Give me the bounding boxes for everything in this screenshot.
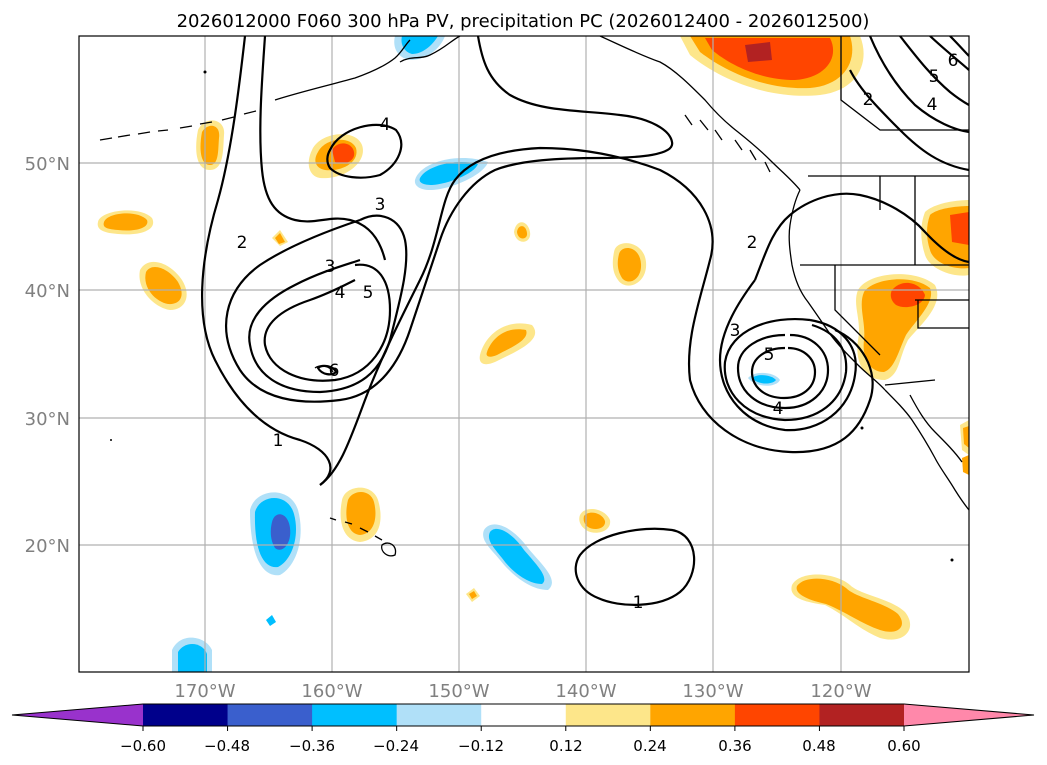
contour-label-17: 6: [948, 51, 959, 71]
contour-label-12: 4: [773, 399, 784, 419]
chart-title: 2026012000 F060 300 hPa PV, precipitatio…: [177, 11, 870, 32]
map-frame: [78, 35, 970, 673]
cbar-label-3: −0.36: [289, 737, 335, 755]
contour-label-15: 4: [927, 95, 938, 115]
lat-label-30n: 30°N: [25, 409, 70, 430]
cbar-label-1: −0.60: [120, 737, 166, 755]
lon-labels: 170°W 160°W 150°W 140°W 130°W 120°W: [174, 681, 871, 702]
lat-label-20n: 20°N: [25, 536, 70, 557]
contour-1-closed: [574, 527, 696, 606]
contour-4-left: [248, 214, 408, 394]
contour-label-9: 2: [747, 233, 758, 253]
lon-label-150w: 150°W: [428, 681, 489, 702]
contour-label-3: 2: [237, 233, 248, 253]
contour-5-ne: [929, 36, 969, 71]
colorbar-segment-9: [819, 704, 905, 726]
contour-6-east: [750, 346, 817, 400]
colorbar: [11, 703, 1035, 731]
contour-5-left: [263, 263, 392, 382]
graticule: [79, 36, 969, 672]
colorbar-labels: −0.60 −0.48 −0.36 −0.24 −0.12 0.12 0.24 …: [120, 737, 921, 755]
colorbar-segment-3: [312, 704, 398, 726]
lat-label-40n: 40°N: [25, 281, 70, 302]
contour-label-5: 4: [335, 283, 346, 303]
lon-label-130w: 130°W: [682, 681, 743, 702]
cbar-label-9: 0.48: [802, 737, 835, 755]
lat-labels: 50°N 40°N 30°N 20°N: [25, 154, 70, 557]
contour-3-east: [718, 279, 857, 432]
contour-label-16: 5: [929, 67, 940, 87]
contour-label-10: 3: [730, 321, 741, 341]
cbar-label-5: −0.12: [458, 737, 504, 755]
contour-label-4: 3: [325, 257, 336, 277]
map-area: 4 3 2 3 4 5 6 1 2 3 5 4 1 2 4 5 6: [79, 36, 969, 672]
contour-4-east: [723, 318, 848, 422]
colorbar-segment-10: [904, 704, 1034, 726]
lon-label-140w: 140°W: [555, 681, 616, 702]
contour-label-1: 4: [380, 115, 391, 135]
colorbar-segment-8: [734, 704, 820, 726]
colorbar-segment-7: [650, 704, 736, 726]
cbar-label-2: −0.48: [204, 737, 250, 755]
contour-3-left: [225, 36, 674, 403]
contour-label-13: 1: [633, 593, 644, 613]
colorbar-segment-6: [565, 704, 651, 726]
lat-label-50n: 50°N: [25, 154, 70, 175]
contour-label-6: 5: [363, 283, 374, 303]
contour-6-left: [316, 364, 338, 376]
contour-label-7: 6: [329, 361, 340, 381]
coastlines: [99, 36, 969, 562]
contour-4-ne: [899, 36, 969, 106]
lon-label-170w: 170°W: [174, 681, 235, 702]
cbar-label-6: 0.12: [549, 737, 582, 755]
colorbar-segment-4: [396, 704, 482, 726]
lon-label-160w: 160°W: [301, 681, 362, 702]
cbar-label-10: 0.60: [887, 737, 920, 755]
colorbar-segment-0: [12, 704, 143, 726]
contour-4-north: [326, 123, 403, 179]
lon-label-120w: 120°W: [810, 681, 871, 702]
pv-contours: [201, 36, 969, 606]
contour-label-14: 2: [863, 90, 874, 110]
contour-west-2: [259, 36, 387, 261]
contour-label-2: 3: [375, 195, 386, 215]
colorbar-segment-5: [481, 704, 567, 726]
contour-labels: 4 3 2 3 4 5 6 1 2 3 5 4 1 2 4 5 6: [237, 51, 959, 613]
contour-6-ne: [949, 36, 969, 57]
contour-label-8: 1: [273, 431, 284, 451]
cbar-label-7: 0.24: [633, 737, 666, 755]
colorbar-segment-2: [227, 704, 313, 726]
contour-2-ne: [849, 69, 969, 172]
contour-label-11: 5: [764, 345, 775, 365]
contour-3-ne: [868, 36, 969, 134]
cbar-label-4: −0.24: [373, 737, 419, 755]
contour-1-outer: [319, 146, 874, 486]
contour-2-east: [753, 192, 969, 281]
cbar-label-8: 0.36: [718, 737, 751, 755]
precip-positive-areas: [97, 36, 969, 640]
contour-5-east: [736, 333, 830, 410]
colorbar-segment-1: [143, 704, 229, 726]
precip-negative-areas: [172, 36, 780, 672]
contour-west-1: [201, 36, 332, 486]
